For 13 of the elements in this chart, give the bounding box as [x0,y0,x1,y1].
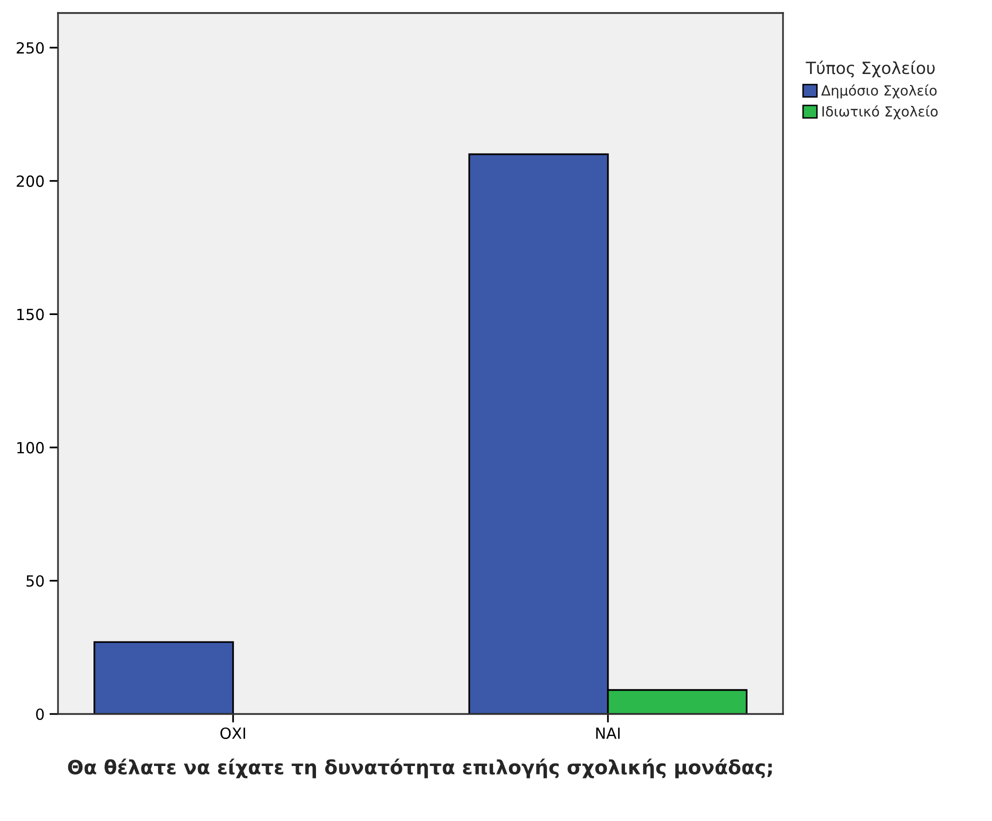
y-tick-label: 0 [36,708,44,720]
y-tick-label: 100 [17,442,44,454]
y-tick-label: 250 [16,42,44,54]
x-tick-label: ΟΧΙ [220,727,246,740]
legend-label: Δημόσιο Σχολείο [821,84,937,98]
x-tick-label: ΝΑΙ [596,728,620,739]
y-tick-label: 200 [16,175,44,187]
legend-title: Τύπος Σχολείου [806,60,935,78]
legend-label: Ιδιωτικό Σχολείο [822,105,938,120]
bar [94,641,234,714]
x-axis-title: Θα θέλατε να είχατε τη δυνατότητα επιλογής σχολικής μονάδας; [68,758,772,778]
y-tick-label: 150 [17,308,44,320]
y-tick-label: 50 [26,575,44,587]
